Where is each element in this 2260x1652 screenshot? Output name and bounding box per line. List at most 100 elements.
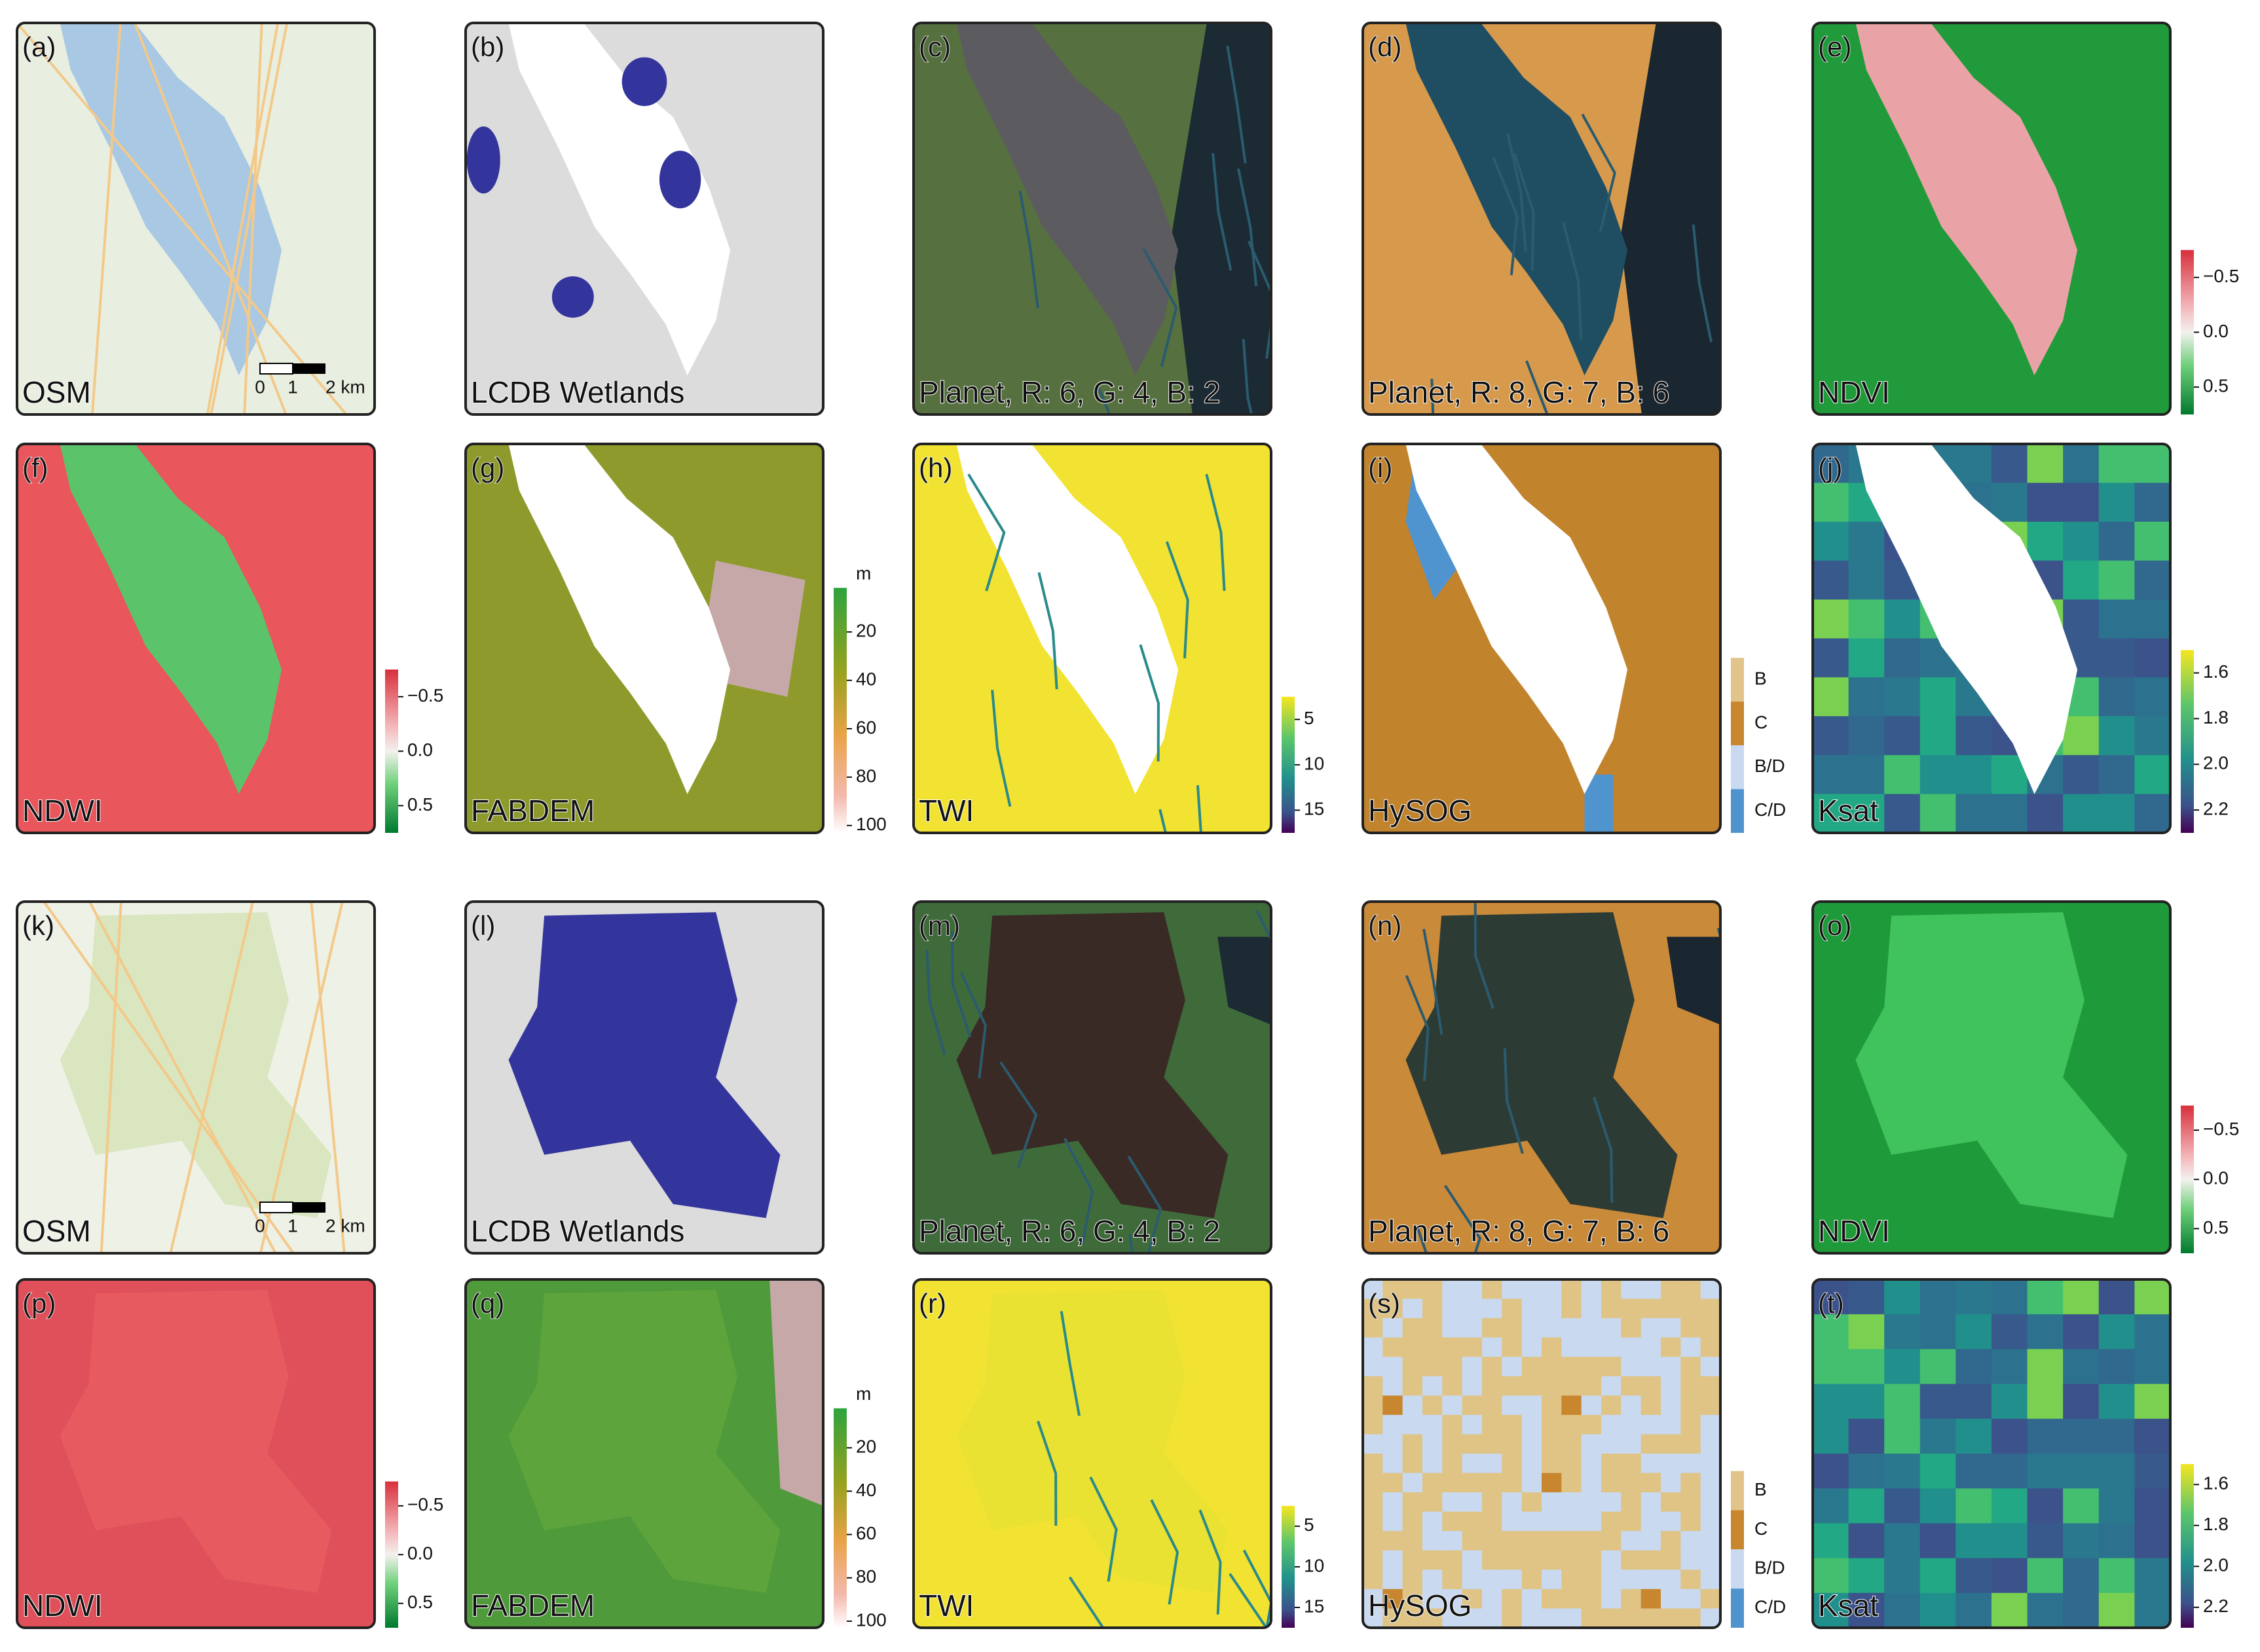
grid-cell xyxy=(1462,1298,1483,1319)
grid-cell xyxy=(2063,1384,2100,1420)
grid-cell xyxy=(1363,1608,1384,1628)
panel-caption: TWI xyxy=(919,1588,974,1623)
grid-cell xyxy=(2027,794,2064,833)
grid-cell xyxy=(2134,1279,2170,1315)
grid-cell xyxy=(1640,1337,1661,1358)
grid-cell xyxy=(2098,444,2136,484)
river xyxy=(1443,1184,1482,1253)
grid-cell xyxy=(1542,1608,1563,1628)
wetland-patch xyxy=(551,276,594,318)
grid-cell xyxy=(1955,1349,1992,1385)
grid-cell xyxy=(1422,1395,1443,1416)
grid-cell xyxy=(1502,1550,1523,1571)
grid-cell xyxy=(1601,1531,1622,1551)
grid-cell xyxy=(1402,1569,1423,1590)
grid-cell xyxy=(1848,1454,1885,1490)
grid-cell xyxy=(1561,1318,1582,1338)
grid-cell xyxy=(1382,1298,1403,1319)
grid-cell xyxy=(1813,755,1849,795)
panel-caption: FABDEM xyxy=(471,1588,595,1623)
panel-label: (s) xyxy=(1368,1288,1400,1319)
grid-cell xyxy=(1680,1414,1701,1435)
grid-cell xyxy=(1640,1492,1661,1513)
grid-cell xyxy=(1442,1298,1463,1319)
panel-label: (e) xyxy=(1818,31,1851,62)
grid-cell xyxy=(1848,794,1885,833)
grid-cell xyxy=(1422,1434,1443,1454)
grid-cell xyxy=(1813,1454,1849,1490)
wetland-area xyxy=(60,444,282,794)
grid-cell xyxy=(1542,1337,1563,1358)
grid-cell xyxy=(1955,1592,1992,1628)
scale-label: 2 km xyxy=(325,1215,365,1236)
grid-cell xyxy=(1601,1414,1622,1435)
grid-cell xyxy=(1521,1357,1542,1377)
grid-cell xyxy=(1363,1511,1384,1532)
grid-cell xyxy=(1521,1337,1542,1358)
colorbar xyxy=(2181,1105,2194,1253)
grid-cell xyxy=(2134,560,2170,600)
grid-cell xyxy=(1601,1337,1622,1358)
grid-cell xyxy=(1621,1434,1642,1454)
grid-cell xyxy=(1640,1550,1661,1571)
grid-cell xyxy=(1991,483,2028,523)
road xyxy=(133,23,287,414)
grid-cell xyxy=(1482,1511,1503,1532)
grid-cell xyxy=(1884,1314,1921,1350)
grid-cell xyxy=(1680,1298,1701,1319)
grid-cell xyxy=(2063,1454,2100,1490)
grid-cell xyxy=(2098,560,2136,600)
map-panel xyxy=(1363,902,1720,1253)
wetland-area xyxy=(508,444,731,794)
grid-cell xyxy=(1640,1434,1661,1454)
grid-cell xyxy=(1680,1434,1701,1454)
grid-cell xyxy=(2098,1592,2136,1628)
river xyxy=(1165,541,1189,659)
grid-cell xyxy=(1884,716,1921,756)
river xyxy=(1226,45,1247,164)
grid-cell xyxy=(1482,1473,1503,1494)
grid-cell xyxy=(2098,483,2136,523)
map-panel xyxy=(914,902,1271,1253)
legend-label: C xyxy=(1754,1518,1768,1539)
wetland-area xyxy=(1855,444,2078,794)
grid-cell xyxy=(1502,1318,1523,1338)
grid-cell xyxy=(1884,1523,1921,1559)
grid-cell xyxy=(1884,1349,1921,1385)
colorbar-label: 1.6 xyxy=(2203,661,2229,682)
map-panel xyxy=(17,23,375,414)
grid-cell xyxy=(1813,1418,1849,1454)
grid-cell xyxy=(1680,1550,1701,1571)
scale-bar xyxy=(293,363,325,374)
grid-cell xyxy=(1542,1298,1563,1319)
grid-cell xyxy=(1502,1376,1523,1397)
grid-cell xyxy=(1502,1454,1523,1474)
grid-cell xyxy=(1363,1492,1384,1513)
grid-cell xyxy=(1581,1550,1602,1571)
grid-cell xyxy=(2063,1523,2100,1559)
grid-cell xyxy=(1680,1376,1701,1397)
grid-cell xyxy=(1442,1608,1463,1628)
map-panel xyxy=(1363,1279,1720,1628)
grid-cell xyxy=(1482,1414,1503,1435)
panel-border xyxy=(912,22,1272,416)
legend-swatch xyxy=(1731,657,1744,702)
panel-border xyxy=(464,900,824,1255)
map-panel xyxy=(914,1279,1271,1628)
grid-cell xyxy=(1848,1592,1885,1628)
grid-cell xyxy=(1482,1492,1503,1513)
grid-cell xyxy=(1561,1550,1582,1571)
colorbar-label: 0.5 xyxy=(2203,1217,2229,1238)
river xyxy=(1037,572,1058,689)
grid-cell xyxy=(1640,1473,1661,1494)
grid-cell xyxy=(2134,1418,2170,1454)
grid-cell xyxy=(1502,1414,1523,1435)
road xyxy=(43,902,295,1253)
grid-cell xyxy=(2134,1314,2170,1350)
river xyxy=(1422,928,1443,1035)
grid-cell xyxy=(2063,1488,2100,1524)
grid-cell xyxy=(2027,1384,2064,1420)
colorbar-label: 0.0 xyxy=(407,740,433,760)
grid-cell xyxy=(1581,1395,1602,1416)
colorbar-label: 0.5 xyxy=(2203,376,2229,396)
